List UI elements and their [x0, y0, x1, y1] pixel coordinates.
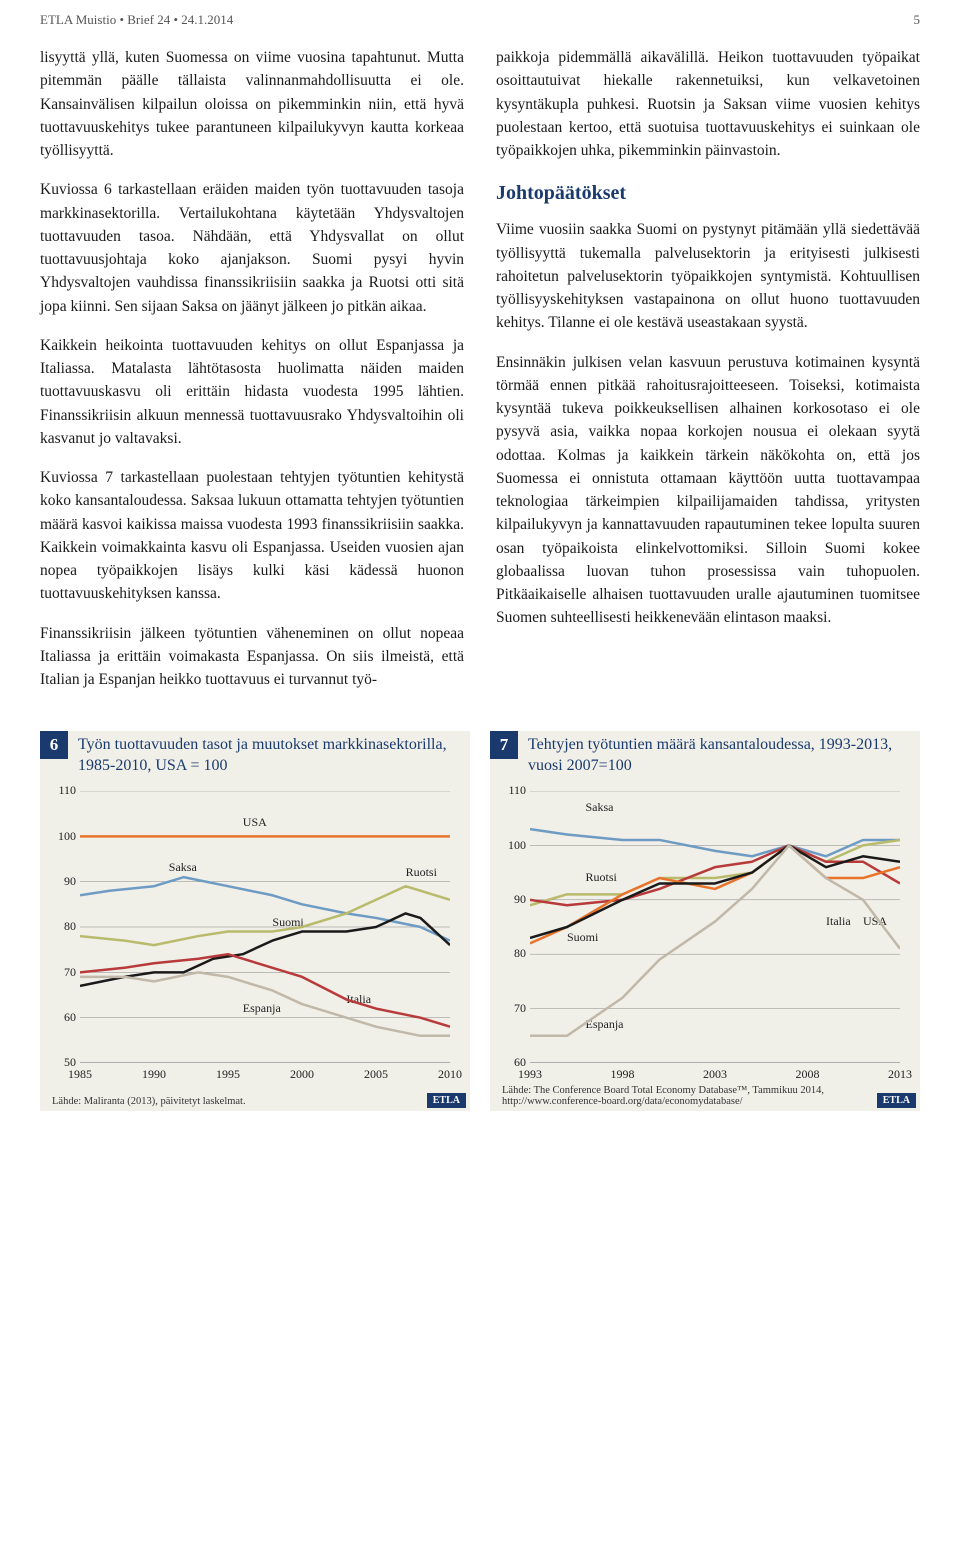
para: Kaikkein heikointa tuottavuuden kehitys … [40, 334, 464, 450]
x-tick-label: 1995 [208, 1067, 248, 1082]
para: paikkoja pidemmällä aikavälillä. Heikon … [496, 46, 920, 162]
y-tick-label: 60 [46, 1010, 76, 1025]
x-tick-label: 2000 [282, 1067, 322, 1082]
x-tick-label: 1993 [510, 1067, 550, 1082]
y-tick-label: 80 [496, 946, 526, 961]
section-heading: Johtopäätökset [496, 178, 920, 208]
chart-title: Työn tuottavuuden tasot ja muutokset mar… [40, 731, 470, 781]
x-tick-label: 2005 [356, 1067, 396, 1082]
column-left: lisyyttä yllä, kuten Suomessa on viime v… [40, 46, 464, 707]
x-tick-label: 2013 [880, 1067, 920, 1082]
y-tick-label: 100 [496, 838, 526, 853]
chart-6: 6 Työn tuottavuuden tasot ja muutokset m… [40, 731, 470, 1111]
para: Kuviossa 6 tarkastellaan eräiden maiden … [40, 178, 464, 318]
x-tick-label: 1985 [60, 1067, 100, 1082]
chart-source: Lähde: The Conference Board Total Econom… [502, 1085, 880, 1107]
y-tick-label: 110 [46, 783, 76, 798]
y-tick-label: 70 [46, 965, 76, 980]
chart-7: 7 Tehtyjen työtuntien määrä kansantaloud… [490, 731, 920, 1111]
x-tick-label: 1990 [134, 1067, 174, 1082]
chart-plot-area: 5060708090100110198519901995200020052010… [80, 791, 450, 1063]
para: Finanssikriisin jälkeen työtuntien vähen… [40, 622, 464, 692]
para: lisyyttä yllä, kuten Suomessa on viime v… [40, 46, 464, 162]
x-tick-label: 1998 [603, 1067, 643, 1082]
chart-source: Lähde: Maliranta (2013), päivitetyt lask… [52, 1096, 430, 1107]
chart-number: 7 [490, 731, 518, 759]
y-tick-label: 90 [46, 874, 76, 889]
header-page-number: 5 [914, 12, 921, 28]
main-content: lisyyttä yllä, kuten Suomessa on viime v… [0, 36, 960, 731]
charts-row: 6 Työn tuottavuuden tasot ja muutokset m… [0, 731, 960, 1111]
y-tick-label: 100 [46, 829, 76, 844]
y-tick-label: 90 [496, 892, 526, 907]
etla-badge: ETLA [427, 1093, 466, 1108]
y-tick-label: 110 [496, 783, 526, 798]
y-tick-label: 70 [496, 1001, 526, 1016]
etla-badge: ETLA [877, 1093, 916, 1108]
x-tick-label: 2003 [695, 1067, 735, 1082]
header-publication: ETLA Muistio • Brief 24 • 24.1.2014 [40, 12, 233, 28]
chart-plot-area: 6070809010011019931998200320082013SaksaR… [530, 791, 900, 1063]
y-tick-label: 80 [46, 919, 76, 934]
para: Kuviossa 7 tarkastellaan puolestaan teht… [40, 466, 464, 606]
para: Viime vuosiin saakka Suomi on pystynyt p… [496, 218, 920, 334]
chart-title: Tehtyjen työtuntien määrä kansantaloudes… [490, 731, 920, 781]
page-header: ETLA Muistio • Brief 24 • 24.1.2014 5 [0, 0, 960, 36]
column-right: paikkoja pidemmällä aikavälillä. Heikon … [496, 46, 920, 707]
para: Ensinnäkin julkisen velan kasvuun perust… [496, 351, 920, 630]
x-tick-label: 2008 [788, 1067, 828, 1082]
chart-number: 6 [40, 731, 68, 759]
x-tick-label: 2010 [430, 1067, 470, 1082]
